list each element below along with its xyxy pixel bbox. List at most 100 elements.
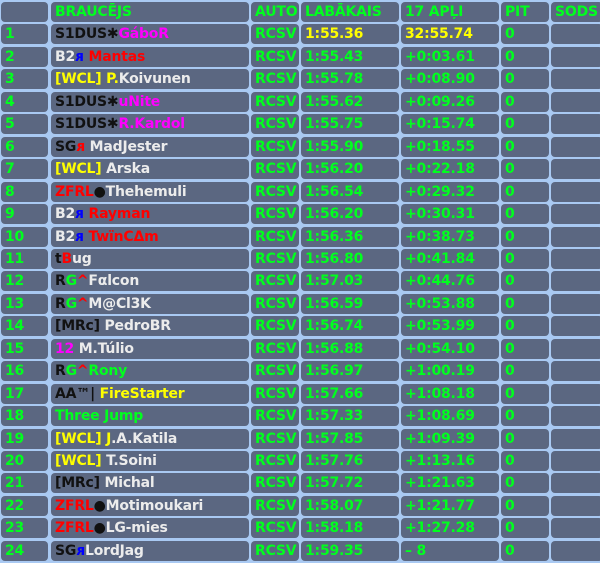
position-cell: 9 [1,204,48,225]
table-row: 18 Three Jump RCSV 1:57.33 +1:08.69 0 [0,406,600,427]
total-time-cell: +0:08.90 [401,69,499,90]
pit-cell: 0 [501,248,549,269]
driver-name-cell: S1DUS✱uNite [51,91,249,112]
pit-cell: 0 [501,69,549,90]
driver-name-part: [WCL] [55,453,102,469]
driver-name-part: [MRc] [55,475,100,492]
penalty-cell [551,495,600,516]
table-row: 20 [WCL] T.Soini RCSV 1:57.76 +1:13.16 0 [0,451,600,471]
total-time-cell: +0:54.10 [401,338,499,359]
best-lap-cell: 1:57.72 [301,473,399,494]
driver-name-part: ZFRL [55,497,94,514]
position-cell: 3 [1,69,48,90]
driver-name-part: PedroBR [99,318,171,335]
table-row: 19 [WCL] J.A.Katila RCSV 1:57.85 +1:09.39 0 [0,428,600,449]
best-lap-cell: 1:55.78 [301,69,399,90]
driver-name-part: [MRc] [55,318,100,335]
penalty-cell [551,428,600,449]
position-cell: 23 [1,518,48,539]
driver-name-cell: S1DUS✱GáboR [51,24,249,45]
driver-name-part: ZFRL [55,520,94,537]
total-time-cell: +0:44.76 [401,271,499,292]
position-cell: 13 [1,293,48,314]
driver-name-part: M.Túlio [74,340,134,357]
pit-cell: 0 [501,24,549,45]
car-cell: RCSV [251,316,299,337]
total-time-cell: +0:15.74 [401,114,499,135]
driver-name-part: ᴙ [75,228,84,245]
driver-name-part: R [55,273,66,290]
penalty-cell [551,473,600,494]
pit-cell: 0 [501,293,549,314]
driver-name-cell: RG^Rony [51,361,249,382]
position-cell: 2 [1,46,48,67]
pit-cell: 0 [501,136,549,157]
pit-cell: 0 [501,226,549,247]
table-row: 2 B2ᴙ Mantas RCSV 1:55.43 +0:03.61 0 [0,46,600,67]
driver-name-part: M@Cl3K [88,295,151,312]
table-row: 3 [WCL] P.Koivunen RCSV 1:55.78 +0:08.90 0 [0,69,600,90]
best-lap-cell: 1:57.66 [301,383,399,404]
table-row: 5 S1DUS✱R.Kardol RCSV 1:55.75 +0:15.74 0 [0,114,600,135]
position-cell: 7 [1,159,48,180]
driver-name-part: ● [93,497,106,514]
position-cell: 16 [1,361,48,382]
total-time-cell: +0:30.31 [401,204,499,225]
car-cell: RCSV [251,159,299,180]
best-lap-cell: 1:56.36 [301,226,399,247]
penalty-cell [551,248,600,269]
position-cell: 19 [1,428,48,449]
driver-name-part: B2 [55,48,76,65]
total-time-cell: +1:21.77 [401,495,499,516]
driver-name-part: AA™| [55,385,95,402]
best-lap-cell: 1:55.90 [301,136,399,157]
penalty-cell [551,46,600,67]
driver-name-part: .A.Katila [111,430,178,447]
total-time-cell: +1:08.69 [401,406,499,427]
total-time-cell: +0:53.99 [401,316,499,337]
penalty-cell [551,204,600,225]
penalty-cell [551,181,600,202]
best-lap-cell: 1:56.59 [301,293,399,314]
pit-cell: 0 [501,46,549,67]
driver-name-part: Michal [99,475,155,492]
position-cell: 4 [1,91,48,112]
driver-name-cell: [MRc] PedroBR [51,316,249,337]
pit-cell: 0 [501,428,549,449]
car-cell: RCSV [251,226,299,247]
driver-name-part: Motimoukari [105,497,204,514]
driver-name-part: B2 [55,206,76,223]
position-cell: 17 [1,383,48,404]
driver-name-part: FireStarter [94,385,185,402]
position-cell: 22 [1,495,48,516]
pit-cell: 0 [501,316,549,337]
total-time-cell: +0:53.88 [401,293,499,314]
car-cell: RCSV [251,114,299,135]
best-lap-cell: 1:55.43 [301,46,399,67]
pit-cell: 0 [501,204,549,225]
pit-cell: 0 [501,181,549,202]
penalty-cell [551,518,600,539]
best-lap-cell: 1:57.03 [301,271,399,292]
best-lap-cell: 1:56.20 [301,159,399,180]
penalty-cell [551,406,600,427]
penalty-cell [551,338,600,359]
driver-name-part: T.Soini [101,453,157,469]
driver-name-part: [WCL] P. [55,71,119,88]
driver-name-part: MadJester [84,138,168,155]
best-lap-cell: 1:55.75 [301,114,399,135]
position-cell: 24 [1,540,48,561]
penalty-cell [551,316,600,337]
driver-name-part: Koivunen [118,71,191,88]
best-lap-cell: 1:56.74 [301,316,399,337]
position-cell: 18 [1,406,48,427]
position-cell: 11 [1,248,48,269]
table-row: 1 S1DUS✱GáboR RCSV 1:55.36 32:55.74 0 [0,24,600,45]
driver-name-part: ^ [76,295,89,312]
best-lap-cell: 1:57.33 [301,406,399,427]
driver-name-cell: [MRc] Michal [51,473,249,494]
car-cell: RCSV [251,361,299,382]
total-time-cell: +0:29.32 [401,181,499,202]
driver-name-part: uNite [118,93,161,110]
